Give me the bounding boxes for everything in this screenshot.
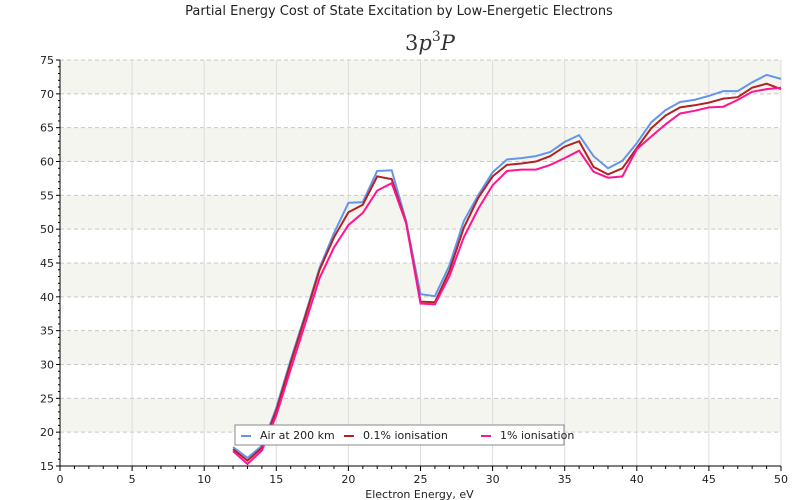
x-tick-label: 5	[129, 473, 136, 486]
y-tick-label: 50	[40, 223, 54, 236]
subtitle-suffix: P	[440, 31, 456, 55]
x-tick-label: 45	[702, 473, 716, 486]
x-tick-label: 10	[197, 473, 211, 486]
legend-label-1: 0.1% ionisation	[363, 429, 448, 442]
y-tick-label: 15	[40, 460, 54, 473]
y-tick-label: 65	[40, 122, 54, 135]
y-tick-label: 20	[40, 426, 54, 439]
chart-subtitle: 3p3P	[405, 29, 456, 55]
y-tick-label: 70	[40, 88, 54, 101]
grid	[60, 59, 782, 466]
x-tick-label: 0	[57, 473, 64, 486]
axes: 15 20 25 30 35 40 45 50 55 60 65 70 75 0 5 10 15 20 25 30 35…	[40, 54, 788, 486]
subtitle-superscript: 3	[432, 29, 441, 45]
y-tick-label: 75	[40, 54, 54, 67]
x-tick-label: 35	[558, 473, 572, 486]
x-tick-label: 25	[414, 473, 428, 486]
x-tick-label: 20	[341, 473, 355, 486]
series-line-0	[232, 73, 782, 460]
y-tick-label: 55	[40, 189, 54, 202]
series-line-2	[232, 86, 782, 466]
y-tick-label: 35	[40, 325, 54, 338]
legend-box	[234, 424, 565, 446]
x-tick-label: 15	[269, 473, 283, 486]
legend-label-0: Air at 200 km	[260, 429, 335, 442]
subtitle-prefix-letter: p	[418, 31, 431, 55]
x-tick-label: 40	[630, 473, 644, 486]
x-tick-label: 50	[774, 473, 788, 486]
y-tick-label: 45	[40, 257, 54, 270]
series-layer	[232, 73, 782, 466]
chart-title: Partial Energy Cost of State Excitation …	[185, 4, 613, 19]
x-axis-label: Electron Energy, eV	[365, 488, 474, 500]
legend-label-2: 1% ionisation	[500, 429, 574, 442]
legend: Air at 200 km 0.1% ionisation 1% ionisatio…	[234, 424, 574, 446]
subtitle-prefix-digit: 3	[405, 31, 418, 55]
series-line-1	[232, 82, 782, 462]
y-tick-label: 60	[40, 156, 54, 169]
y-tick-label: 25	[40, 392, 54, 405]
y-tick-label: 30	[40, 359, 54, 372]
y-tick-label: 40	[40, 291, 54, 304]
x-tick-label: 30	[486, 473, 500, 486]
